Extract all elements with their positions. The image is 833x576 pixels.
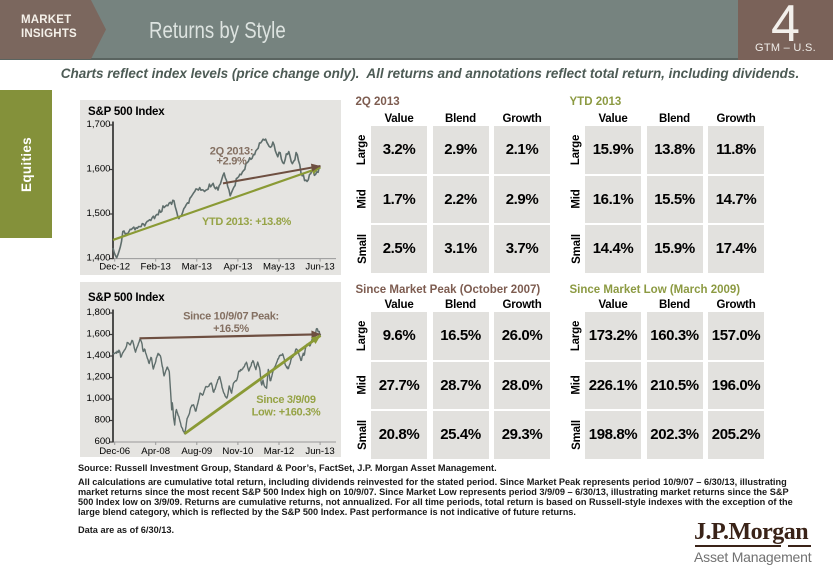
svg-text:May-13: May-13 — [263, 262, 295, 273]
svg-text:1,600: 1,600 — [86, 163, 110, 174]
svg-text:Apr-13: Apr-13 — [224, 262, 253, 273]
svg-text:+2.9%: +2.9% — [217, 156, 248, 168]
svg-text:+16.5%: +16.5% — [213, 323, 249, 335]
svg-text:Since 10/9/07 Peak:: Since 10/9/07 Peak: — [183, 310, 279, 322]
svg-text:Nov-10: Nov-10 — [222, 446, 253, 457]
svg-text:YTD 2013: +13.8%: YTD 2013: +13.8% — [202, 216, 292, 228]
svg-text:Feb-13: Feb-13 — [140, 262, 170, 273]
svg-text:600: 600 — [94, 436, 110, 447]
svg-text:Mar-12: Mar-12 — [264, 446, 294, 457]
svg-text:Aug-09: Aug-09 — [181, 446, 212, 457]
svg-text:1,500: 1,500 — [86, 208, 110, 219]
svg-text:Jun-13: Jun-13 — [305, 262, 334, 273]
svg-text:1,800: 1,800 — [86, 307, 110, 318]
svg-text:1,400: 1,400 — [86, 252, 110, 263]
svg-text:Jun-13: Jun-13 — [305, 446, 334, 457]
svg-text:Low: +160.3%: Low: +160.3% — [252, 407, 321, 419]
svg-text:Apr-08: Apr-08 — [141, 446, 170, 457]
svg-text:1,700: 1,700 — [86, 119, 110, 130]
svg-text:Dec-12: Dec-12 — [99, 262, 130, 273]
svg-text:1,400: 1,400 — [86, 350, 110, 361]
svg-text:Mar-13: Mar-13 — [182, 262, 212, 273]
svg-text:1,600: 1,600 — [86, 328, 110, 339]
svg-text:1,000: 1,000 — [86, 393, 110, 404]
svg-text:2Q 2013:: 2Q 2013: — [210, 145, 253, 157]
svg-text:Dec-06: Dec-06 — [99, 446, 130, 457]
svg-text:Since 3/9/09: Since 3/9/09 — [256, 394, 316, 406]
svg-text:800: 800 — [94, 414, 110, 425]
svg-text:1,200: 1,200 — [86, 371, 110, 382]
